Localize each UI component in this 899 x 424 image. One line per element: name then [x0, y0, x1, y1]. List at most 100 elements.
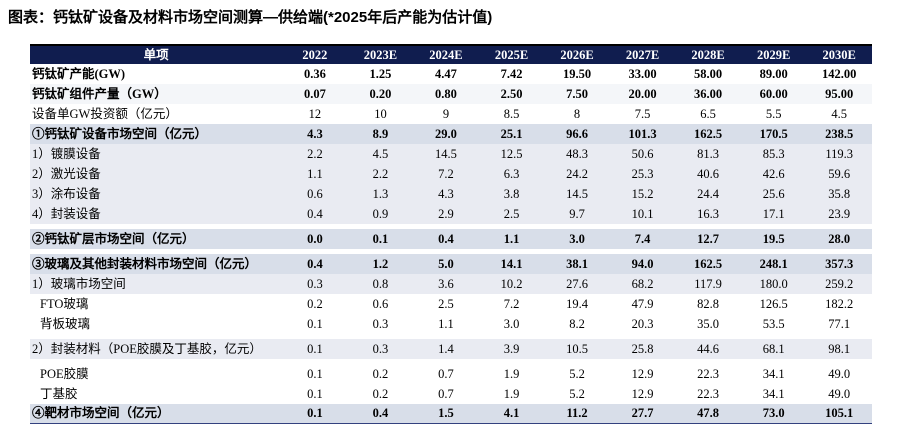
cell-value: 170.5	[740, 124, 807, 144]
row-label: 钙钛矿产能(GW)	[30, 64, 283, 84]
cell-value: 105.1	[806, 404, 872, 424]
cell-value: 10.2	[478, 274, 545, 294]
cell-value: 0.20	[347, 84, 414, 104]
cell-value: 0.36	[282, 64, 348, 84]
cell-value: 162.5	[675, 124, 741, 144]
cell-value: 42.6	[740, 164, 807, 184]
cell-value: 58.00	[675, 64, 741, 84]
cell-value: 20.00	[609, 84, 676, 104]
row-label: 背板玻璃	[30, 314, 283, 334]
cell-value: 0.4	[282, 254, 348, 274]
cell-value: 4.5	[806, 104, 872, 124]
cell-value: 19.4	[544, 294, 610, 314]
cell-value: 0.4	[282, 204, 348, 224]
cell-value: 7.50	[544, 84, 610, 104]
cell-value: 14.1	[478, 254, 545, 274]
row-label: ④靶材市场空间（亿元）	[30, 404, 283, 424]
cell-value: 0.1	[282, 314, 348, 334]
column-header-year: 2029E	[740, 44, 807, 64]
cell-value: 12.7	[675, 229, 741, 249]
cell-value: 0.7	[413, 384, 479, 404]
row-label: 1）镀膜设备	[30, 144, 283, 164]
cell-value: 35.8	[806, 184, 872, 204]
cell-value: 238.5	[806, 124, 872, 144]
spacer-cell	[30, 334, 872, 339]
cell-value: 8.9	[347, 124, 414, 144]
column-header-year: 2023E	[347, 44, 414, 64]
cell-value: 27.7	[609, 404, 676, 424]
cell-value: 2.5	[413, 294, 479, 314]
cell-value: 0.6	[347, 294, 414, 314]
cell-value: 1.2	[347, 254, 414, 274]
table-row: ①钙钛矿设备市场空间（亿元） 4.3 8.9 29.0 25.1 96.6 101.3 162…	[30, 124, 872, 144]
cell-value: 248.1	[740, 254, 807, 274]
table-row: ③玻璃及其他封装材料市场空间（亿元） 0.4 1.2 5.0 14.1 38.1 94.0 1…	[30, 254, 872, 274]
cell-value: 1.1	[282, 164, 348, 184]
cell-value: 4.3	[413, 184, 479, 204]
row-label: 2）激光设备	[30, 164, 283, 184]
cell-value: 20.3	[609, 314, 676, 334]
cell-value: 0.2	[347, 364, 414, 384]
cell-value: 3.8	[478, 184, 545, 204]
cell-value: 1.9	[478, 384, 545, 404]
row-label: 丁基胶	[30, 384, 283, 404]
cell-value: 85.3	[740, 144, 807, 164]
cell-value: 1.5	[413, 404, 479, 424]
cell-value: 0.2	[282, 294, 348, 314]
market-size-table: 单项 2022 2023E 2024E 2025E 2026E 2027E 2028E 2029…	[30, 44, 872, 424]
table-row: 1）镀膜设备 2.2 4.5 14.5 12.5 48.3 50.6 81.3 85.3 119.…	[30, 144, 872, 164]
cell-value: 0.9	[347, 204, 414, 224]
cell-value: 117.9	[675, 274, 741, 294]
cell-value: 49.0	[806, 364, 872, 384]
cell-value: 0.1	[282, 404, 348, 424]
table-row: 2）封装材料（POE胶膜及丁基胶，亿元） 0.1 0.3 1.4 3.9 10.5 25.8…	[30, 339, 872, 359]
spacer-cell	[30, 359, 872, 364]
cell-value: 23.9	[806, 204, 872, 224]
table-header: 单项 2022 2023E 2024E 2025E 2026E 2027E 2028E 2029…	[30, 44, 872, 64]
row-label: ③玻璃及其他封装材料市场空间（亿元）	[30, 254, 283, 274]
cell-value: 182.2	[806, 294, 872, 314]
table-row: 3）涂布设备 0.6 1.3 4.3 3.8 14.5 15.2 24.4 25.6 35.8	[30, 184, 872, 204]
cell-value: 1.9	[478, 364, 545, 384]
cell-value: 4.5	[347, 144, 414, 164]
column-header-year: 2030E	[806, 44, 872, 64]
cell-value: 50.6	[609, 144, 676, 164]
cell-value: 44.6	[675, 339, 741, 359]
cell-value: 5.5	[740, 104, 807, 124]
cell-value: 94.0	[609, 254, 676, 274]
cell-value: 6.5	[675, 104, 741, 124]
cell-value: 12.9	[609, 384, 676, 404]
cell-value: 25.6	[740, 184, 807, 204]
cell-value: 40.6	[675, 164, 741, 184]
cell-value: 0.8	[347, 274, 414, 294]
row-label: 1）玻璃市场空间	[30, 274, 283, 294]
table-row: POE胶膜 0.1 0.2 0.7 1.9 5.2 12.9 22.3 34.1 49.0	[30, 364, 872, 384]
cell-value: 3.0	[478, 314, 545, 334]
cell-value: 10.5	[544, 339, 610, 359]
column-header-year: 2025E	[478, 44, 545, 64]
cell-value: 357.3	[806, 254, 872, 274]
table-row: 设备单GW投资额（亿元） 12 10 9 8.5 8 7.5 6.5 5.5 4.5	[30, 104, 872, 124]
cell-value: 0.3	[282, 274, 348, 294]
cell-value: 25.1	[478, 124, 545, 144]
cell-value: 89.00	[740, 64, 807, 84]
row-label: ②钙钛矿层市场空间（亿元）	[30, 229, 283, 249]
cell-value: 48.3	[544, 144, 610, 164]
column-header-year: 2027E	[609, 44, 676, 64]
spacer-row	[30, 249, 872, 254]
table-row: 4）封装设备 0.4 0.9 2.9 2.5 9.7 10.1 16.3 17.1 23.9	[30, 204, 872, 224]
cell-value: 17.1	[740, 204, 807, 224]
cell-value: 101.3	[609, 124, 676, 144]
cell-value: 4.3	[282, 124, 348, 144]
cell-value: 22.3	[675, 364, 741, 384]
figure-title: 图表：钙钛矿设备及材料市场空间测算—供给端(*2025年后产能为估计值)	[8, 9, 493, 26]
cell-value: 0.0	[282, 229, 348, 249]
cell-value: 2.50	[478, 84, 545, 104]
market-size-table-wrap: 单项 2022 2023E 2024E 2025E 2026E 2027E 2028E 2029…	[30, 44, 872, 424]
row-label: 3）涂布设备	[30, 184, 283, 204]
cell-value: 8.5	[478, 104, 545, 124]
cell-value: 9	[413, 104, 479, 124]
spacer-row	[30, 334, 872, 339]
cell-value: 2.2	[282, 144, 348, 164]
cell-value: 95.00	[806, 84, 872, 104]
